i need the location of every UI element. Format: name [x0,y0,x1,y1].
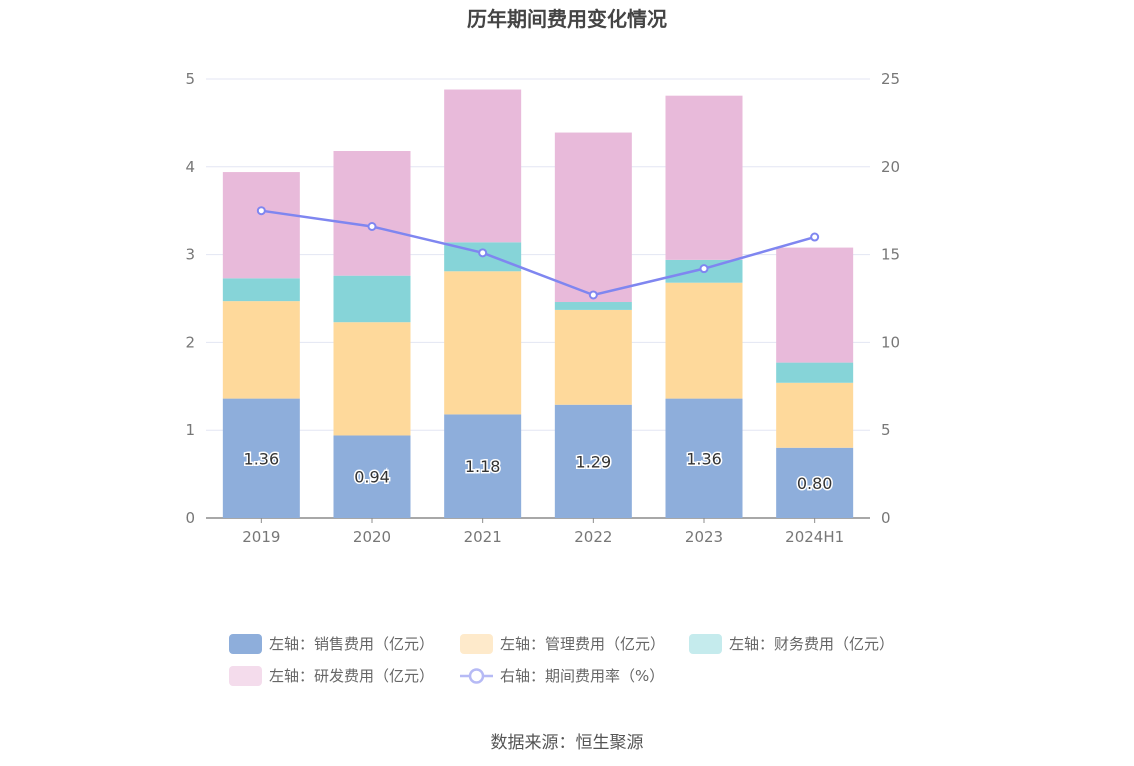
legend-marker [468,668,485,684]
left-axis-tick-label: 4 [185,158,195,176]
bars [222,89,854,518]
x-axis-tick-label: 2024H1 [785,528,844,546]
rate-line [256,206,820,300]
left-axis-tick-label: 3 [185,246,195,264]
bar-segment [222,172,300,279]
bar-segment [554,404,632,518]
bar-segment [776,247,854,363]
rate-line-point [367,222,377,232]
legend-item[interactable]: 右轴：期间费用率（%） [460,667,664,685]
axes: 0 1 2 3 4 5 0 5 10 15 20 25 2019 2020 2021 2022 2023 2024… [185,70,900,546]
bar-segment [665,282,743,399]
chart-title: 历年期间费用变化情况 [467,7,667,31]
legend-swatch [229,634,262,654]
bar-data-label: 1.36 [244,449,280,468]
left-axis-tick-label: 0 [185,509,195,527]
bar-segment [665,398,743,518]
legend: 左轴：销售费用（亿元） 左轴：管理费用（亿元） 左轴：财务费用（亿元） 左轴：研发费用… [229,634,894,686]
legend-swatch [229,666,262,686]
bar-segment [554,309,632,405]
bar-segment [776,447,854,518]
bar-segment [333,275,411,323]
rate-line-point [588,290,598,300]
data-labels: 1.36 0.94 1.18 1.29 1.36 0.80 [242,448,834,495]
rate-line-point [478,248,488,258]
x-axis-tick-label: 2022 [574,528,612,546]
right-axis-tick-label: 10 [881,333,900,351]
right-axis-tick-label: 25 [881,70,900,88]
right-axis-tick-label: 15 [881,246,900,264]
legend-item[interactable]: 左轴：财务费用（亿元） [689,634,894,654]
bar-segment [333,435,411,518]
legend-label: 左轴：研发费用（亿元） [269,667,434,685]
bar-data-label: 0.80 [797,474,833,493]
left-axis-tick-label: 1 [185,421,195,439]
bar-data-label: 1.36 [686,449,722,468]
bar-data-label: 1.18 [465,457,501,476]
left-axis-tick-label: 2 [185,333,195,351]
rate-line-point [256,206,266,216]
bar-segment [665,95,743,260]
legend-label: 左轴：管理费用（亿元） [500,635,665,653]
right-axis-tick-label: 20 [881,158,900,176]
legend-item[interactable]: 左轴：管理费用（亿元） [460,634,665,654]
bar-segment [222,278,300,302]
x-axis-tick-label: 2021 [464,528,502,546]
bar-segment [444,414,522,518]
bar-segment [554,132,632,303]
legend-item[interactable]: 左轴：研发费用（亿元） [229,666,434,686]
grid-lines [206,78,870,431]
x-axis-tick-label: 2023 [685,528,723,546]
rate-line-path [261,209,816,297]
bar-data-label: 1.29 [576,452,612,471]
bar-segment [554,302,632,310]
x-axis-tick-label: 2019 [242,528,280,546]
legend-label: 左轴：销售费用（亿元） [269,635,434,653]
legend-label: 右轴：期间费用率（%） [500,667,664,685]
right-axis-tick-label: 0 [881,509,891,527]
bar-segment [776,382,854,448]
bar-segment [222,398,300,518]
bar-segment [333,322,411,436]
bar-segment [444,89,522,243]
legend-swatch [689,634,722,654]
x-axis-tick-label: 2020 [353,528,391,546]
bar-segment [776,362,854,383]
bar-segment [222,301,300,399]
left-axis-tick-label: 5 [185,70,195,88]
legend-item[interactable]: 左轴：销售费用（亿元） [229,634,434,654]
rate-line-point [810,232,820,242]
bar-data-label: 0.94 [354,468,390,487]
legend-label: 左轴：财务费用（亿元） [729,635,894,653]
right-axis-tick-label: 5 [881,421,891,439]
legend-swatch [460,634,493,654]
source-note: 数据来源：恒生聚源 [491,733,644,753]
bar-segment [333,150,411,276]
rate-line-point [699,264,709,274]
bar-segment [444,271,522,415]
